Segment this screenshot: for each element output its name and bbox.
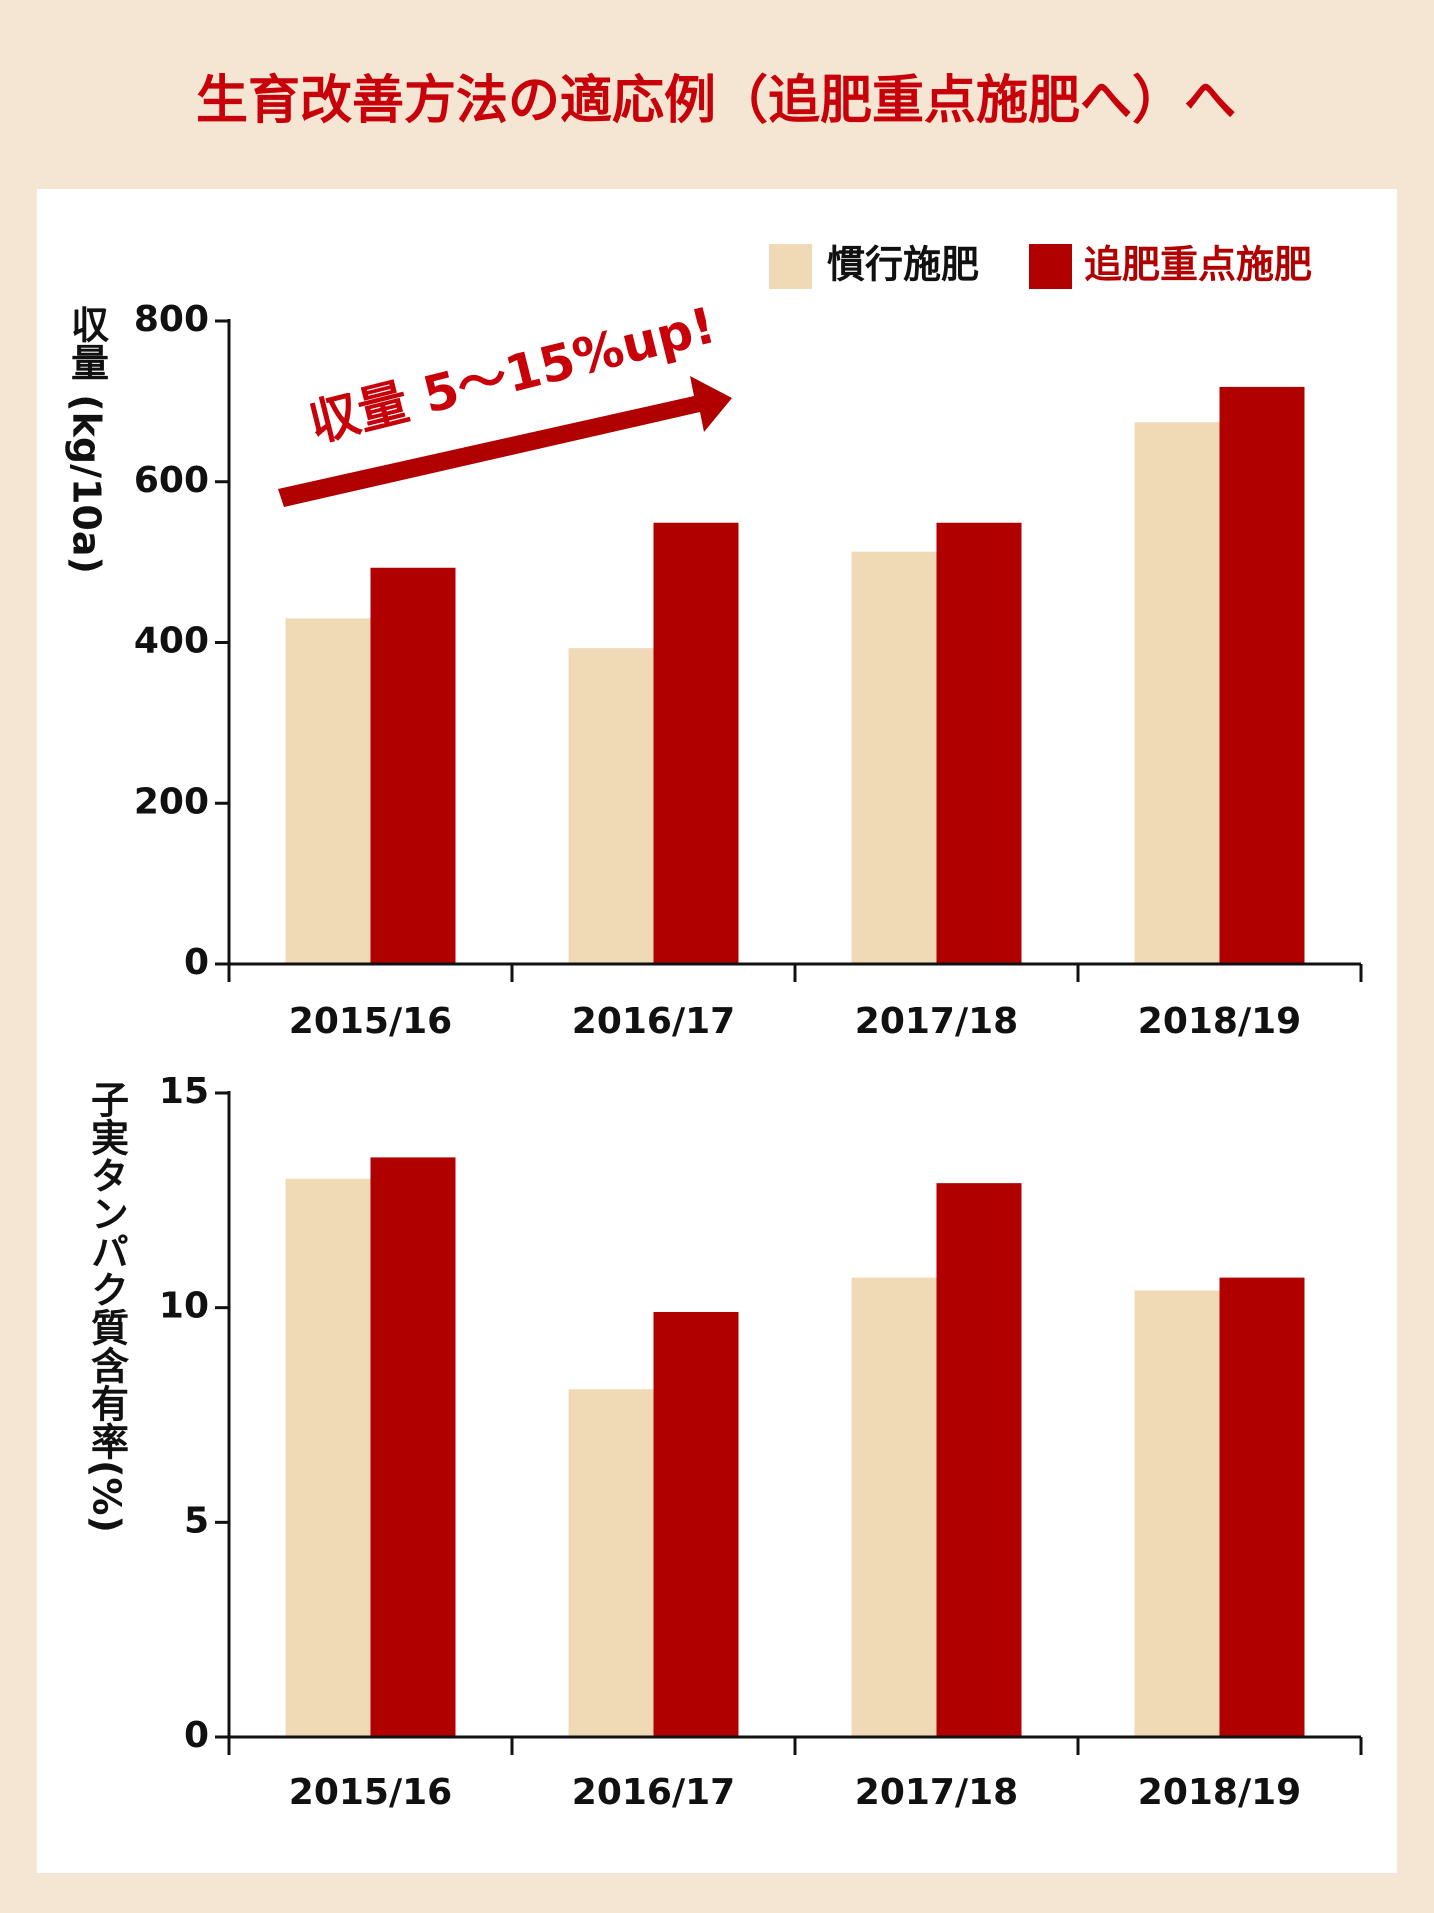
bar — [653, 1311, 739, 1737]
x-tick-label: 2015/16 — [289, 1001, 452, 1042]
x-tick-label: 2015/16 — [289, 1772, 452, 1813]
legend-swatch — [769, 244, 812, 289]
arrow — [278, 376, 732, 507]
x-tick-label: 2018/19 — [1138, 1772, 1301, 1813]
bar — [568, 1389, 654, 1737]
y-tick-label: 10 — [159, 1286, 209, 1327]
x-tick-label: 2017/18 — [855, 1772, 1018, 1813]
x-tick-label: 2016/17 — [572, 1001, 735, 1042]
bar — [370, 567, 456, 964]
y-tick-label: 800 — [134, 299, 209, 340]
legend-label: 慣行施肥 — [827, 243, 979, 287]
y-tick-label: 600 — [134, 460, 209, 501]
bar — [653, 522, 739, 964]
y-tick-label: 0 — [184, 942, 209, 983]
bar — [1134, 422, 1220, 965]
x-tick-label: 2018/19 — [1138, 1001, 1301, 1042]
y-tick-label: 400 — [134, 621, 209, 662]
y-tick-label: 5 — [184, 1500, 209, 1541]
x-tick-label: 2017/18 — [855, 1001, 1018, 1042]
bar — [1219, 1277, 1305, 1737]
bar — [1134, 1290, 1220, 1737]
bar — [936, 1183, 1022, 1737]
bar — [1219, 386, 1305, 965]
bar — [851, 551, 937, 964]
bar — [936, 522, 1022, 964]
legend-swatch — [1029, 244, 1072, 289]
y-tick-label: 15 — [159, 1071, 209, 1112]
page-title: 生育改善方法の適応例（追肥重点施肥へ）へ — [196, 71, 1236, 131]
x-tick-label: 2016/17 — [572, 1772, 735, 1813]
bar — [285, 618, 371, 964]
y-axis-label: 子実タンパク質含有率(%) — [85, 1080, 129, 1533]
bar — [285, 1178, 371, 1737]
y-axis-label: 収量 (kg/10a) — [65, 305, 109, 574]
y-tick-label: 0 — [184, 1715, 209, 1756]
bar — [370, 1157, 456, 1737]
legend-label: 追肥重点施肥 — [1084, 243, 1312, 287]
y-tick-label: 200 — [134, 781, 209, 822]
bar — [568, 648, 654, 964]
bar — [851, 1277, 937, 1737]
